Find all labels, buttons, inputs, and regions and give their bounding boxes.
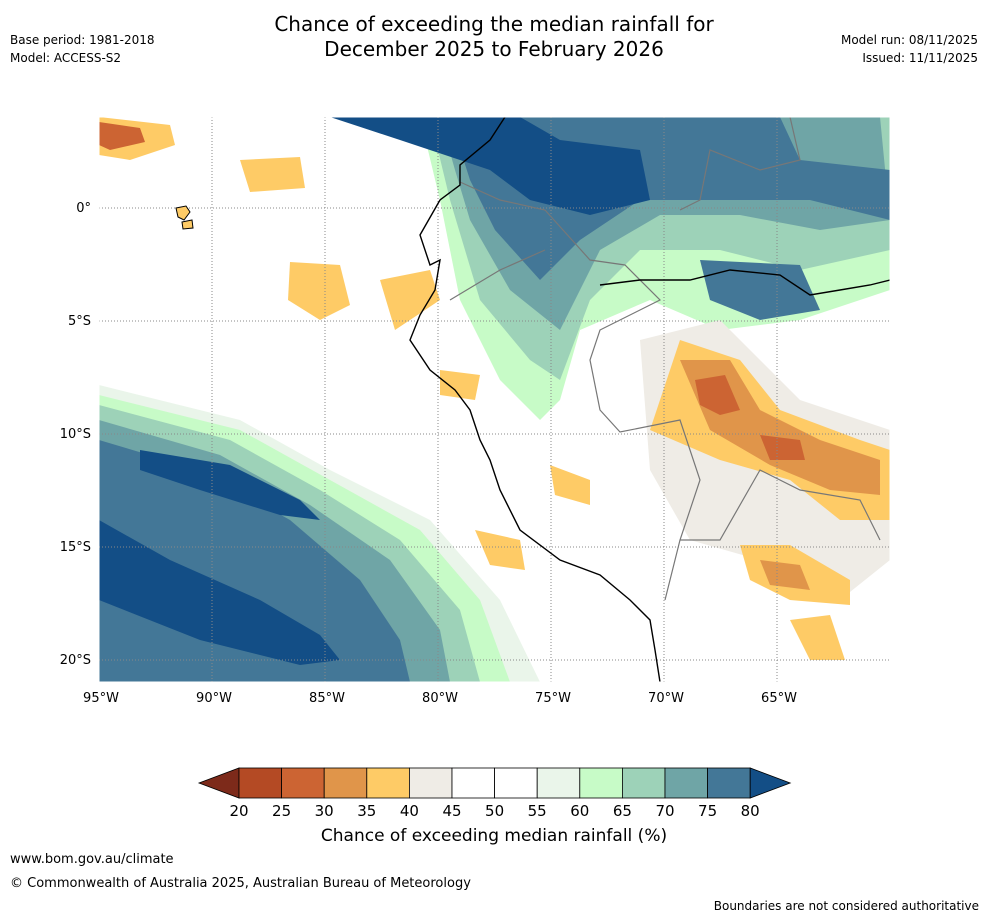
- lon-label: 90°W: [196, 691, 232, 706]
- colorbar-swatch: [323, 767, 368, 799]
- map-title: Chance of exceeding the median rainfall …: [0, 12, 988, 62]
- lon-label: 70°W: [648, 691, 684, 706]
- colorbar-extend-low: [197, 767, 240, 799]
- colorbar-swatch: [366, 767, 410, 799]
- colorbar-swatch: [238, 767, 282, 799]
- colorbar-tick: 30: [315, 802, 334, 820]
- map-frame: [98, 116, 891, 683]
- contour-band-high: [99, 520, 340, 665]
- copyright: © Commonwealth of Australia 2025, Austra…: [10, 876, 471, 891]
- colorbar-tick: 50: [485, 802, 504, 820]
- colorbar-tick: 20: [229, 802, 248, 820]
- lat-label: 15°S: [60, 540, 91, 555]
- colorbar-tick: 60: [570, 802, 589, 820]
- contour-w-35-c: [380, 270, 440, 330]
- colorbar-swatch: [451, 767, 495, 799]
- website-link[interactable]: www.bom.gov.au/climate: [10, 852, 174, 867]
- country-borders: [449, 117, 881, 601]
- coastline: [409, 117, 890, 682]
- galapagos-islands: [175, 205, 194, 230]
- map-area: [99, 117, 890, 682]
- lon-axis: 95°W 90°W 85°W 80°W 75°W 70°W 65°W: [83, 691, 797, 706]
- colorbar-swatch: [536, 767, 581, 799]
- model-name: Model: ACCESS-S2: [10, 51, 122, 65]
- contour-se-35: [790, 615, 845, 660]
- lat-label: 0°: [76, 201, 91, 216]
- colorbar-extend-high: [749, 767, 792, 799]
- colorbar-label: Chance of exceeding median rainfall (%): [320, 826, 668, 846]
- lat-label: 20°S: [60, 653, 91, 668]
- contour-w-35-d: [440, 370, 480, 400]
- colorbar-tick: 35: [357, 802, 376, 820]
- colorbar-tick: 55: [528, 802, 547, 820]
- colorbar: 20 25 30 35 40 45 50 55 60 65 70 75 80: [197, 767, 792, 820]
- colorbar-swatch: [664, 767, 708, 799]
- contour-w-35-f: [550, 465, 590, 505]
- lon-label: 80°W: [422, 691, 458, 706]
- contour-band-high-2: [140, 450, 320, 520]
- meta-right: Model run: 08/11/2025 Issued: 11/11/2025: [841, 31, 978, 67]
- colorbar-swatch: [408, 767, 453, 799]
- colorbar-swatch: [707, 767, 751, 799]
- disclaimer: Boundaries are not considered authoritat…: [713, 899, 979, 913]
- lon-label: 85°W: [309, 691, 345, 706]
- lon-label: 95°W: [83, 691, 119, 706]
- lat-label: 5°S: [68, 314, 91, 329]
- meta-left: Base period: 1981-2018 Model: ACCESS-S2: [10, 31, 155, 67]
- base-period: Base period: 1981-2018: [10, 33, 155, 47]
- contour-east-25-b: [760, 435, 805, 460]
- contour-w-35-b: [288, 262, 350, 320]
- contour-nw-30: [99, 122, 145, 150]
- colorbar-swatch: [494, 767, 538, 799]
- gridlines: [99, 117, 890, 682]
- colorbar-tick: 65: [613, 802, 632, 820]
- model-run: Model run: 08/11/2025: [840, 33, 978, 47]
- colorbar-swatch: [579, 767, 623, 799]
- lat-axis: 0° 5°S 10°S 15°S 20°S: [60, 201, 91, 668]
- colorbar-tick: 25: [272, 802, 291, 820]
- issued-date: Issued: 11/11/2025: [862, 51, 978, 65]
- colorbar-tick: 70: [655, 802, 674, 820]
- contour-east-25: [695, 375, 740, 415]
- colorbar-swatch: [281, 767, 325, 799]
- title-line-2: December 2025 to February 2026: [324, 37, 664, 61]
- colorbar-tick: 45: [442, 802, 461, 820]
- colorbar-tick: 75: [698, 802, 717, 820]
- contour-w-35-a: [240, 157, 305, 192]
- contour-north-high: [330, 117, 650, 215]
- lon-label: 65°W: [761, 691, 797, 706]
- contour-w-35-e: [475, 530, 525, 570]
- title-line-1: Chance of exceeding the median rainfall …: [274, 12, 714, 36]
- colorbar-tick: 40: [400, 802, 419, 820]
- lon-label: 75°W: [535, 691, 571, 706]
- contour-east-80: [700, 260, 820, 320]
- colorbar-swatch: [622, 767, 666, 799]
- lat-label: 10°S: [60, 427, 91, 442]
- colorbar-tick: 80: [741, 802, 760, 820]
- contour-south-30: [760, 560, 810, 590]
